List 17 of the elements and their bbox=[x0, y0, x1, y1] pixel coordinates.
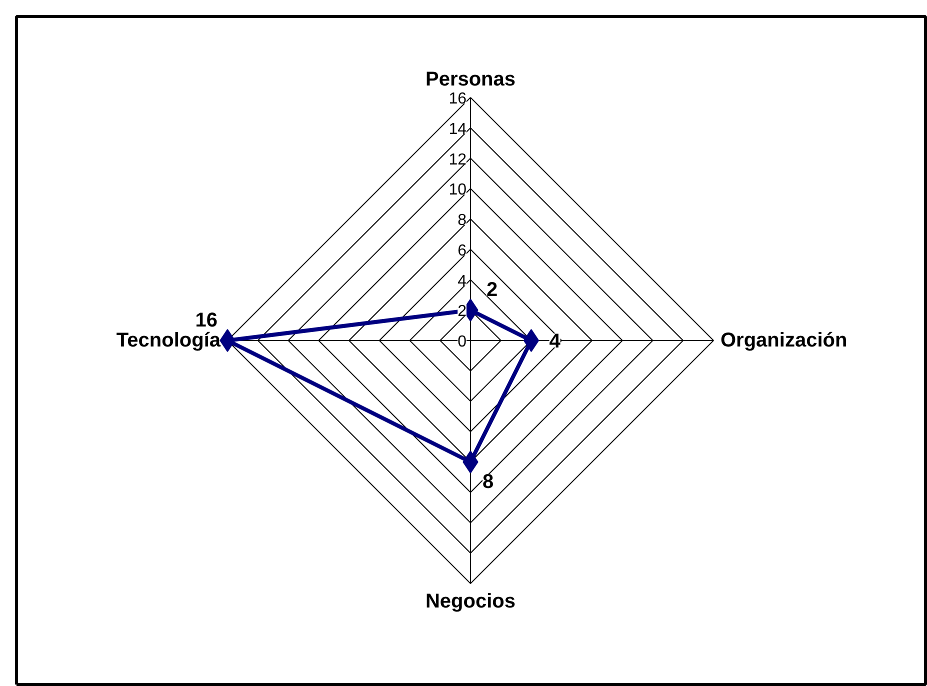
data-label: 2 bbox=[486, 279, 498, 302]
data-label: 16 bbox=[195, 310, 218, 332]
y-tick-label: 16 bbox=[448, 90, 467, 108]
y-tick-label: 8 bbox=[458, 212, 467, 229]
spoke-label: Personas bbox=[425, 68, 516, 90]
y-tick-label: 4 bbox=[458, 272, 467, 290]
data-label: 4 bbox=[549, 330, 562, 352]
y-tick-label: 6 bbox=[458, 242, 467, 260]
y-tick-label: 12 bbox=[448, 151, 467, 168]
y-tick-label: 10 bbox=[448, 182, 467, 199]
y-tick-label: 0 bbox=[458, 334, 467, 350]
spoke-label: Negocios bbox=[425, 590, 516, 612]
y-tick-label: 14 bbox=[448, 120, 467, 138]
data-label: 8 bbox=[482, 471, 494, 493]
spoke-label: Tecnología bbox=[116, 330, 222, 352]
y-tick-label: 2 bbox=[458, 303, 467, 320]
spoke-label: Organización bbox=[720, 330, 848, 352]
